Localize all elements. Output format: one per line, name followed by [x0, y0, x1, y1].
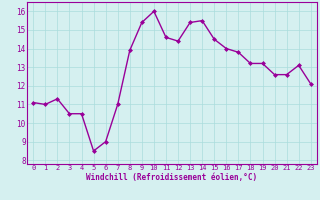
X-axis label: Windchill (Refroidissement éolien,°C): Windchill (Refroidissement éolien,°C) — [86, 173, 258, 182]
